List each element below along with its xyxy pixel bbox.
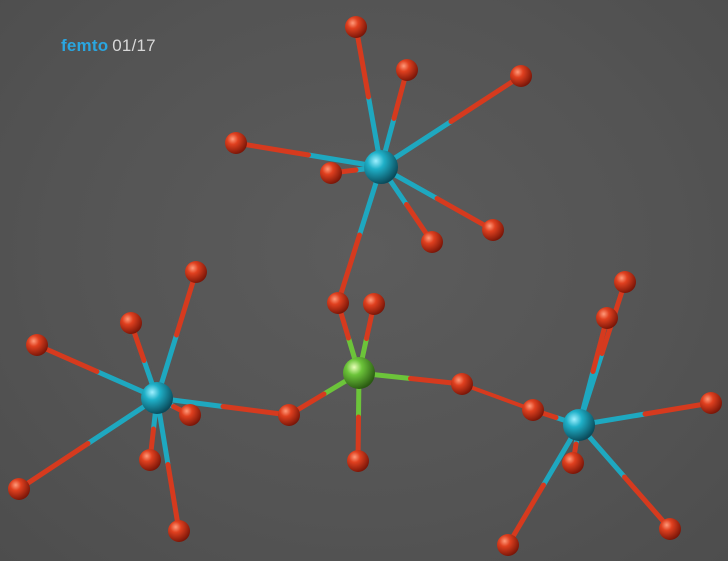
oxygen-atom xyxy=(659,518,681,540)
masthead: femto 01/17 xyxy=(61,36,156,56)
oxygen-atom xyxy=(700,392,722,414)
oxygen-atom xyxy=(120,312,142,334)
oxygen-atom xyxy=(497,534,519,556)
oxygen-atom xyxy=(345,16,367,38)
oxygen-atom xyxy=(347,450,369,472)
oxygen-atom xyxy=(522,399,544,421)
center-atom xyxy=(343,357,375,389)
issue-number: 01/17 xyxy=(112,36,156,55)
oxygen-atom xyxy=(320,162,342,184)
oxygen-atom xyxy=(363,293,385,315)
oxygen-atom xyxy=(8,478,30,500)
oxygen-atom xyxy=(225,132,247,154)
metal-oxygen-bond xyxy=(335,232,362,306)
metal-atom xyxy=(364,150,398,184)
oxygen-atom xyxy=(185,261,207,283)
oxygen-atom xyxy=(596,307,618,329)
oxygen-atom xyxy=(168,520,190,542)
bonds xyxy=(16,24,714,548)
oxygen-atom xyxy=(451,373,473,395)
metal-oxygen-bond xyxy=(505,482,546,548)
metal-atom xyxy=(563,409,595,441)
oxygen-atom xyxy=(421,231,443,253)
oxygen-atom xyxy=(614,271,636,293)
metal-oxygen-bond xyxy=(220,404,292,418)
atoms xyxy=(8,16,722,556)
metal-oxygen-bond xyxy=(622,474,673,532)
oxygen-atom xyxy=(139,449,161,471)
brand-name: femto xyxy=(61,36,109,55)
oxygen-atom xyxy=(278,404,300,426)
oxygen-atom xyxy=(562,452,584,474)
metal-oxygen-bond xyxy=(353,24,371,100)
metal-oxygen-bond xyxy=(642,400,714,417)
metal-oxygen-bond xyxy=(448,73,524,124)
oxygen-atom xyxy=(327,292,349,314)
oxygen-atom xyxy=(396,59,418,81)
oxygen-atom xyxy=(179,404,201,426)
oxygen-atom xyxy=(26,334,48,356)
metal-oxygen-bond xyxy=(233,140,311,158)
metal-oxygen-bond xyxy=(165,462,182,534)
metal-atom xyxy=(141,382,173,414)
metal-oxygen-bond xyxy=(16,441,91,492)
oxygen-atom xyxy=(510,65,532,87)
oxygen-atom xyxy=(482,219,504,241)
